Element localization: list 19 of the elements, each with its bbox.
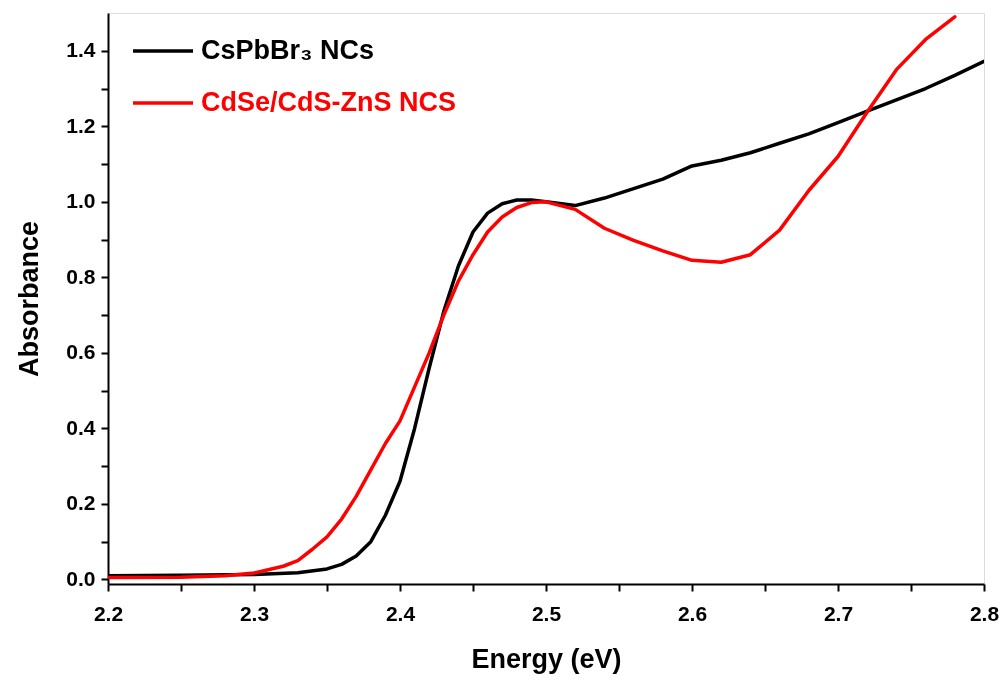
- legend-label: CsPbBr₃ NCs: [201, 35, 375, 65]
- y-tick-label: 1.0: [66, 189, 96, 213]
- y-tick-label: 1.2: [66, 113, 96, 137]
- legend-label: CdSe/CdS-ZnS NCS: [201, 87, 457, 117]
- x-tick-label: 2.8: [969, 601, 1000, 625]
- x-tick-label: 2.5: [531, 601, 562, 625]
- y-tick-label: 0.2: [66, 491, 96, 515]
- y-tick-label: 0.0: [66, 566, 96, 590]
- y-axis-title: Absorbance: [14, 220, 45, 378]
- x-tick-label: 2.6: [677, 601, 708, 625]
- x-tick-label: 2.3: [239, 601, 270, 625]
- x-tick-label: 2.4: [385, 601, 416, 625]
- x-tick-label: 2.7: [823, 601, 854, 625]
- y-tick-label: 1.4: [66, 38, 96, 62]
- y-tick-label: 0.8: [66, 264, 96, 288]
- x-axis-title: Energy (eV): [471, 643, 622, 674]
- y-tick-label: 0.6: [66, 340, 96, 364]
- x-tick-label: 2.2: [93, 601, 124, 625]
- y-tick-label: 0.4: [66, 415, 96, 439]
